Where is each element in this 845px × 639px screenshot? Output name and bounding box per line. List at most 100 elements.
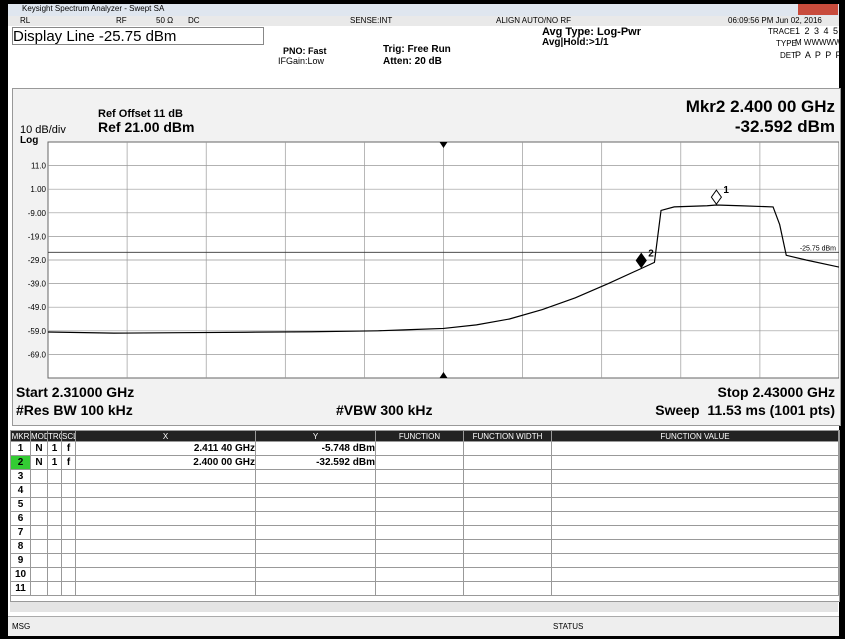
marker bbox=[710, 189, 723, 205]
table-cell: 2 bbox=[11, 456, 31, 470]
info-row bbox=[8, 16, 839, 26]
table-cell bbox=[256, 582, 376, 596]
y-tick-label: -69.0 bbox=[28, 350, 47, 359]
table-cell: N bbox=[31, 442, 48, 456]
table-cell bbox=[48, 526, 62, 540]
table-cell bbox=[48, 512, 62, 526]
marker-readout-freq: Mkr2 2.400 00 GHz bbox=[685, 97, 835, 116]
y-tick-label: -59.0 bbox=[28, 327, 47, 336]
table-cell bbox=[376, 442, 464, 456]
table-cell bbox=[552, 470, 839, 484]
table-cell bbox=[48, 470, 62, 484]
y-tick-label: -29.0 bbox=[28, 256, 47, 265]
y-tick-label: -49.0 bbox=[28, 303, 47, 312]
y-tick-label: 11.0 bbox=[31, 162, 47, 171]
start-freq: Start 2.31000 GHz bbox=[16, 384, 135, 400]
table-cell bbox=[552, 568, 839, 582]
table-cell bbox=[464, 470, 552, 484]
table-cell bbox=[376, 484, 464, 498]
table-cell: 4 bbox=[11, 484, 31, 498]
table-cell bbox=[376, 582, 464, 596]
table-cell: N bbox=[31, 456, 48, 470]
table-cell: 10 bbox=[11, 568, 31, 582]
det-label: DET bbox=[780, 51, 796, 60]
table-cell bbox=[256, 554, 376, 568]
table-cell bbox=[552, 540, 839, 554]
table-cell bbox=[62, 540, 76, 554]
table-cell bbox=[256, 470, 376, 484]
table-cell bbox=[62, 498, 76, 512]
table-header: X bbox=[76, 431, 256, 442]
table-cell bbox=[62, 568, 76, 582]
table-cell bbox=[48, 568, 62, 582]
table-cell bbox=[76, 554, 256, 568]
table-cell: 7 bbox=[11, 526, 31, 540]
sweep: Sweep 11.53 ms (1001 pts) bbox=[655, 402, 835, 418]
msg: MSG bbox=[12, 622, 31, 631]
trace-values: 1 2 3 4 5 6 bbox=[795, 26, 845, 36]
table-cell bbox=[31, 554, 48, 568]
table-cell: 2.411 40 GHz bbox=[76, 442, 256, 456]
table-cell: 9 bbox=[11, 554, 31, 568]
table-cell bbox=[31, 498, 48, 512]
pno: PNO: Fast bbox=[283, 46, 327, 56]
table-cell bbox=[464, 554, 552, 568]
avg-hold: Avg|Hold:>1/1 bbox=[542, 37, 609, 48]
window-controls[interactable] bbox=[798, 4, 838, 15]
y-tick-label: -19.0 bbox=[28, 232, 47, 241]
table-cell bbox=[256, 484, 376, 498]
marker bbox=[635, 252, 647, 269]
table-cell: 3 bbox=[11, 470, 31, 484]
table-cell bbox=[62, 582, 76, 596]
avg-type: Avg Type: Log-Pwr bbox=[542, 26, 641, 38]
table-cell bbox=[464, 540, 552, 554]
table-cell bbox=[552, 498, 839, 512]
display-line-setting: Display Line -25.75 dBm bbox=[12, 27, 264, 45]
table-cell bbox=[256, 568, 376, 582]
table-cell bbox=[48, 540, 62, 554]
table-cell bbox=[256, 526, 376, 540]
status-item: RL bbox=[20, 16, 31, 25]
window-title: Keysight Spectrum Analyzer - Swept SA bbox=[22, 4, 165, 13]
table-cell bbox=[76, 512, 256, 526]
table-cell bbox=[464, 442, 552, 456]
table-cell bbox=[76, 540, 256, 554]
table-cell bbox=[376, 540, 464, 554]
y-tick-label: 1.00 bbox=[30, 185, 46, 194]
table-cell bbox=[552, 484, 839, 498]
ref-level: Ref 21.00 dBm bbox=[98, 119, 195, 135]
scrollbar[interactable] bbox=[10, 602, 838, 612]
table-cell bbox=[376, 456, 464, 470]
marker-label: 1 bbox=[723, 185, 729, 196]
type-values: M WWWWW bbox=[795, 38, 842, 47]
table-cell: -5.748 dBm bbox=[256, 442, 376, 456]
table-cell bbox=[31, 484, 48, 498]
table-cell bbox=[48, 498, 62, 512]
table-cell bbox=[464, 498, 552, 512]
table-cell bbox=[76, 526, 256, 540]
trig: Trig: Free Run bbox=[383, 44, 451, 55]
status-item: DC bbox=[188, 16, 200, 25]
status-bar bbox=[8, 616, 839, 636]
table-header: MODE bbox=[31, 431, 48, 442]
table-header: SCL bbox=[62, 431, 76, 442]
table-cell: f bbox=[62, 456, 76, 470]
table-cell bbox=[256, 512, 376, 526]
table-header: MKR bbox=[11, 431, 31, 442]
table-cell bbox=[552, 554, 839, 568]
table-cell bbox=[256, 498, 376, 512]
table-cell bbox=[464, 484, 552, 498]
table-cell bbox=[31, 526, 48, 540]
rbw: #Res BW 100 kHz bbox=[16, 402, 133, 418]
table-cell: f bbox=[62, 442, 76, 456]
table-cell bbox=[76, 568, 256, 582]
marker-table: MKRMODETRCSCLXYFUNCTIONFUNCTION WIDTHFUN… bbox=[10, 430, 840, 602]
table-cell bbox=[256, 540, 376, 554]
table-cell bbox=[31, 568, 48, 582]
table-cell bbox=[552, 512, 839, 526]
table-cell bbox=[76, 470, 256, 484]
status-item: ALIGN AUTO/NO RF bbox=[496, 16, 571, 25]
table-cell bbox=[31, 470, 48, 484]
table-cell: 1 bbox=[48, 456, 62, 470]
